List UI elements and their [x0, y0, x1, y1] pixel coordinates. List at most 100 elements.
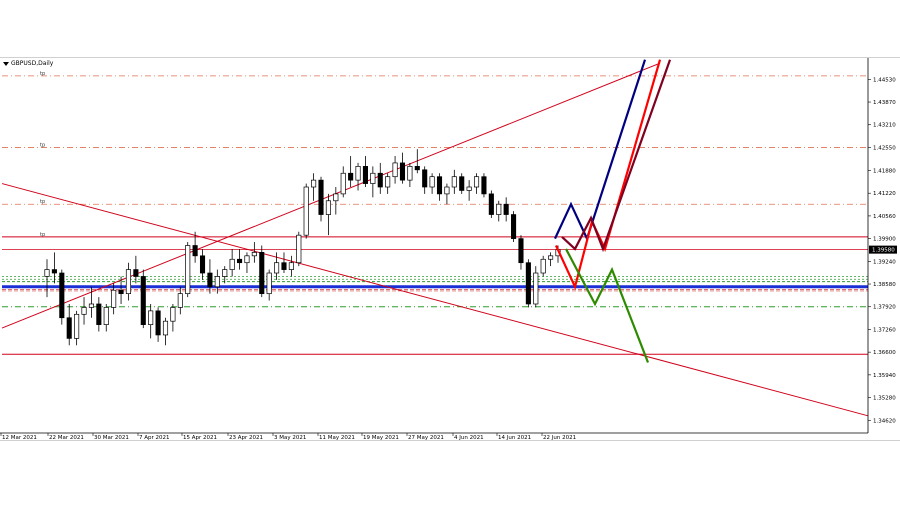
tp-label: tp: [40, 232, 45, 238]
symbol-label: GBPUSD,Daily: [11, 60, 54, 67]
candle-body: [133, 269, 139, 277]
price-tick-label: 1.34620: [873, 418, 896, 424]
candle-body: [355, 166, 361, 181]
candle-body: [118, 289, 124, 295]
price-tick-label: 1.41220: [873, 191, 896, 197]
time-tick-label: 3 May 2021: [274, 435, 306, 440]
candle-body: [296, 234, 302, 264]
candle-body: [540, 258, 546, 274]
candle-body: [548, 255, 554, 260]
candle-body: [399, 162, 406, 181]
tp-label: tp: [40, 142, 45, 148]
time-tick-label: 4 Jun 2021: [454, 435, 484, 440]
price-tick-label: 1.42550: [873, 145, 896, 151]
candle-body: [333, 193, 339, 202]
price-tick-label: 1.39900: [873, 237, 896, 243]
candle-body: [392, 162, 398, 178]
projection-path-green: [565, 248, 650, 363]
candle-body: [348, 172, 354, 181]
price-tick-label: 1.43870: [873, 100, 896, 106]
candle-body: [177, 293, 183, 308]
time-tick-label: 27 May 2021: [408, 435, 444, 440]
candle-body: [162, 320, 169, 336]
time-tick-label: 11 May 2021: [319, 435, 355, 440]
candle-body: [385, 176, 391, 188]
candle-body: [96, 303, 102, 325]
candle-body: [533, 272, 539, 305]
candle-body: [81, 307, 87, 315]
candle-body: [429, 176, 435, 188]
candle-body: [481, 176, 487, 195]
candle-body: [199, 255, 206, 274]
price-tick-label: 1.36600: [873, 350, 896, 356]
candle-body: [444, 186, 450, 195]
candle-body: [170, 307, 176, 322]
time-tick-label: 19 May 2021: [363, 435, 399, 440]
candle-body: [422, 169, 428, 188]
candle-body: [103, 307, 109, 325]
candle-body: [281, 262, 287, 270]
price-chart[interactable]: tp tp tp tp 1.44530 1.43870 1.43210 1.42550 1.4…: [0, 58, 900, 441]
candle-body: [414, 166, 420, 171]
tp-label: tp: [40, 199, 45, 205]
candle-body: [377, 172, 383, 188]
candle-body: [303, 186, 309, 236]
candle-body: [362, 166, 368, 184]
candle-body: [140, 276, 146, 325]
candle-body: [207, 272, 213, 288]
descending-trendline: [1, 183, 869, 417]
time-tick-label: 12 Mar 2021: [2, 435, 37, 440]
price-tick-label: 1.35940: [873, 373, 896, 379]
candle-body: [88, 303, 94, 308]
candle-body: [59, 272, 65, 319]
candle-body: [66, 317, 72, 339]
candle-body: [436, 176, 443, 195]
candle-body: [222, 269, 228, 277]
chart-window[interactable]: GBPUSD,Daily tp tp tp tp 1.44530 1.43870 1.43…: [0, 57, 900, 441]
price-tick-label: 1.39240: [873, 259, 896, 265]
price-tick-label: 1.41880: [873, 169, 896, 175]
candle-body: [503, 203, 509, 215]
candle-body: [370, 172, 376, 184]
candle-body: [229, 258, 235, 270]
candle-body: [148, 310, 154, 325]
candle-body: [74, 313, 80, 339]
current-price-marker: [869, 245, 897, 254]
candle-body: [407, 166, 413, 181]
dropdown-triangle-icon[interactable]: [3, 61, 9, 66]
projection-path-maroon: [561, 59, 672, 253]
candle-body: [318, 179, 324, 215]
candle-body: [459, 176, 465, 191]
candle-body: [488, 193, 494, 215]
price-tick-label: 1.37920: [873, 305, 896, 311]
time-tick-label: 23 Apr 2021: [229, 435, 263, 440]
price-tick-label: 1.35280: [873, 396, 896, 402]
time-tick-label: 22 Mar 2021: [49, 435, 84, 440]
candle-body: [266, 272, 272, 295]
candle-body: [192, 245, 198, 257]
candle-body: [214, 276, 220, 288]
price-tick-label: 1.43210: [873, 123, 896, 129]
price-tick-label: 1.44530: [873, 77, 896, 83]
ascending-trendline: [1, 62, 661, 329]
candle-body: [111, 289, 117, 308]
candle-body: [473, 176, 480, 188]
projection-path-navy: [554, 59, 647, 242]
candle-body: [125, 269, 132, 295]
candle-body: [496, 203, 502, 215]
candle-body: [525, 262, 531, 305]
time-tick-label: 7 Apr 2021: [139, 435, 170, 440]
chart-symbol-title: GBPUSD,Daily: [3, 60, 53, 67]
candle-body: [288, 262, 294, 270]
candle-body: [325, 200, 331, 215]
candle-body: [251, 252, 257, 257]
candle-body: [511, 214, 517, 239]
time-tick-label: 30 Mar 2021: [94, 435, 129, 440]
candle-body: [51, 269, 57, 274]
current-price-label: 1.39580: [872, 248, 895, 254]
candle-body: [44, 269, 50, 277]
price-tick-label: 1.40560: [873, 214, 896, 220]
candle-body: [340, 172, 346, 195]
candle-body: [518, 238, 524, 264]
candle-body: [244, 255, 250, 264]
